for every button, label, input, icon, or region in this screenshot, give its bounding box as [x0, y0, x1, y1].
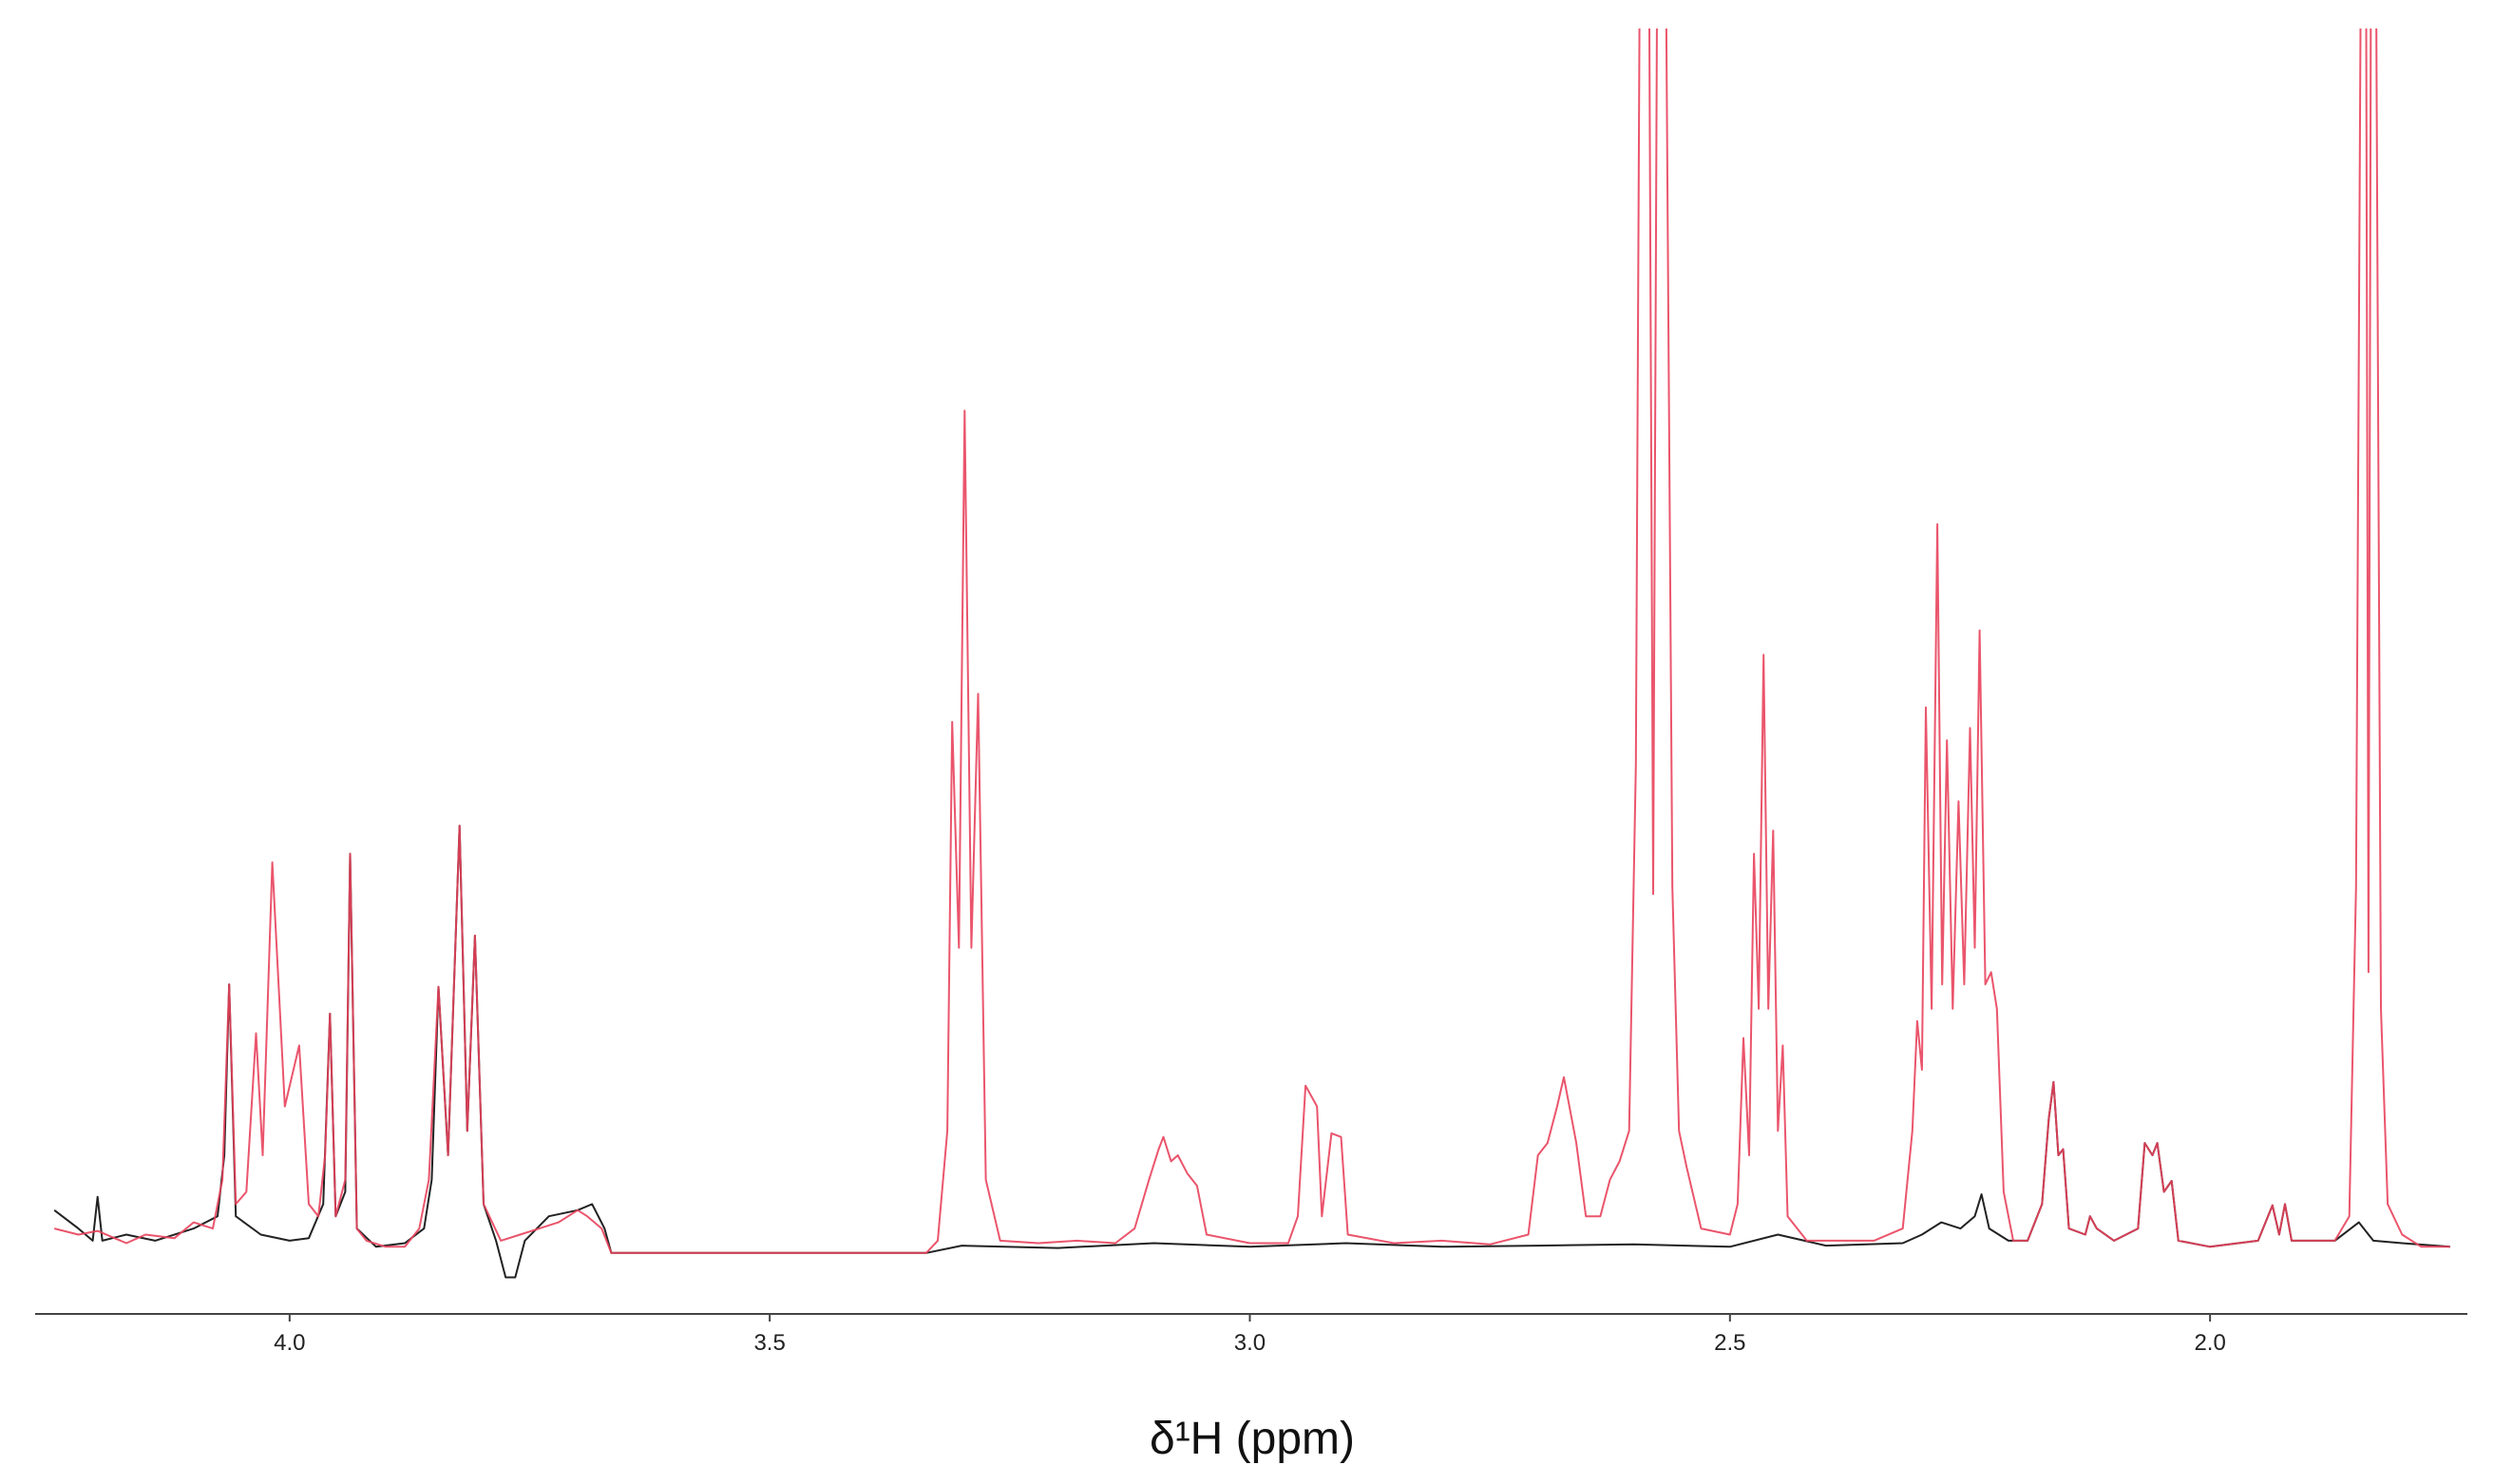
- x-tick-label: 3.5: [753, 1330, 785, 1356]
- x-tick-label: 3.0: [1234, 1330, 1266, 1356]
- x-axis-label: δ¹H (ppm): [1150, 1414, 1355, 1464]
- x-tick-label: 2.0: [2194, 1330, 2225, 1356]
- spectrum-line: [53, 29, 2450, 1254]
- x-tick-label: 4.0: [274, 1330, 305, 1356]
- spectrum-line: [53, 825, 2450, 1279]
- x-tick-label: 2.5: [1714, 1330, 1745, 1356]
- plot-area: [53, 29, 2450, 1279]
